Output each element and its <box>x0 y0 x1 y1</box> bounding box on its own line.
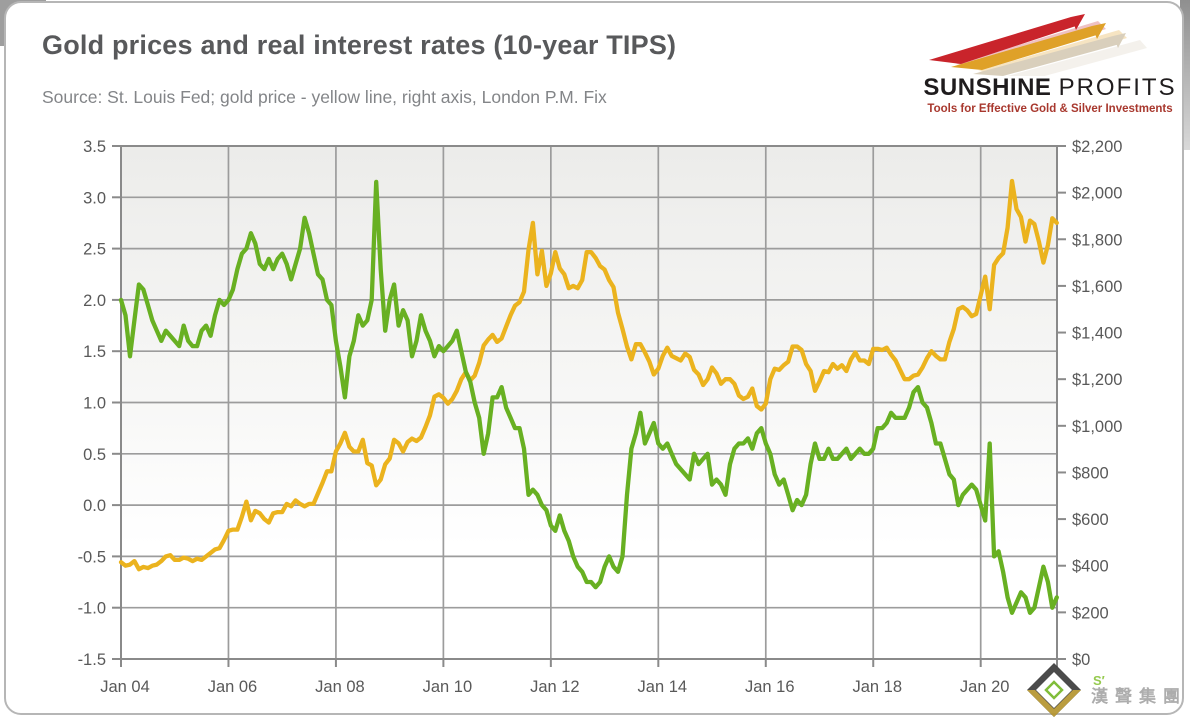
diamond-logo-icon <box>1027 663 1081 717</box>
logo-arrow-pale-tip <box>1113 33 1126 48</box>
logo-word-sunshine: SUNSHINE <box>923 74 1052 101</box>
y-axis-right-tick-label: $2,000 <box>1072 185 1122 203</box>
y-axis-left-tick-label: -0.5 <box>78 548 106 566</box>
y-axis-right-tick-label: $800 <box>1072 464 1109 482</box>
y-axis-left-tick-label: 0.0 <box>83 497 106 515</box>
diamond-gold-rim <box>1027 690 1081 717</box>
logo-arrow-amber <box>951 26 1100 70</box>
y-axis-left-tick-label: -1.0 <box>78 600 106 618</box>
y-axis-left-tick-label: 3.5 <box>83 138 106 156</box>
y-axis-left-tick-label: 1.0 <box>83 395 106 413</box>
x-axis-tick-label: Jan 08 <box>315 678 365 696</box>
source-note: Source: St. Louis Fed; gold price - yell… <box>42 87 607 107</box>
diamond-inner <box>1036 672 1072 708</box>
y-axis-right-tick-label: $1,000 <box>1072 418 1122 436</box>
diamond-center-green <box>1044 680 1064 700</box>
x-axis-tick-label: Jan 16 <box>745 678 795 696</box>
y-axis-right-tick-label: $1,600 <box>1072 278 1122 296</box>
logo-wordmark: SUNSHINE PROFITS <box>922 74 1178 102</box>
real-interest-rate-10y-tips-line <box>118 179 1059 615</box>
y-axis-left-tick-label: 1.5 <box>83 343 106 361</box>
page-background-edge <box>1180 0 1190 150</box>
logo-arrow-pale <box>973 36 1120 76</box>
logo-arrow-red <box>929 17 1079 64</box>
x-axis-tick-label: Jan 04 <box>100 678 150 696</box>
watermark-company-name: 漢聲集團 <box>1091 686 1187 706</box>
x-axis-tick-label: Jan 18 <box>852 678 902 696</box>
logo-arrow-ghost-pale <box>1007 40 1147 76</box>
logo-arrow-red-tip <box>1071 14 1085 30</box>
x-axis-tick-label: Jan 06 <box>208 678 258 696</box>
x-axis-tick-label: Jan 10 <box>423 678 473 696</box>
y-axis-left-tick-label: 3.0 <box>83 189 106 207</box>
logo-tagline: Tools for Effective Gold & Silver Invest… <box>927 103 1173 115</box>
y-axis-left-tick-label: 2.0 <box>83 292 106 310</box>
plot-layer: 3.5 3.0 2.5 2.0 1.5 1.0 0.5 0.0 -0.5 -1.0 -1.5 $2,2… <box>78 138 1123 696</box>
x-axis-tick-label: Jan 14 <box>638 678 688 696</box>
y-axis-left-tick-label: -1.5 <box>78 651 106 669</box>
gold-price-london-pm-fix-line <box>118 178 1059 572</box>
logo-arrows-icon <box>929 14 1147 76</box>
y-axis-right-tick-label: $600 <box>1072 511 1109 529</box>
y-axis-right-tick-label: $1,200 <box>1072 371 1122 389</box>
y-axis-left-tick-label: 0.5 <box>83 446 106 464</box>
y-axis-right-tick-label: $1,400 <box>1072 325 1122 343</box>
y-axis-right-tick-label: $400 <box>1072 558 1109 576</box>
watermark-text-block: S′ 漢聲集團 <box>1091 674 1187 705</box>
x-axis-tick-label: Jan 12 <box>530 678 580 696</box>
y-axis-right-tick-label: $0 <box>1072 651 1090 669</box>
x-axis-tick-label: Jan 20 <box>960 678 1010 696</box>
chart-title: Gold prices and real interest rates (10-… <box>42 30 677 60</box>
y-axis-left-tick-label: 2.5 <box>83 241 106 259</box>
watermark-logo: S′ 漢聲集團 <box>1026 662 1187 718</box>
y-axis-right-tick-label: $2,200 <box>1072 138 1122 156</box>
y-axis-right-tick-label: $200 <box>1072 604 1109 622</box>
logo-arrow-amber-tip <box>1092 23 1106 39</box>
watermark-s-mark: S′ <box>1093 673 1105 689</box>
sunshine-profits-logo: SUNSHINE PROFITS Tools for Effective Gol… <box>922 14 1178 115</box>
logo-word-profits: PROFITS <box>1058 74 1177 101</box>
y-axis-right-tick-label: $1,800 <box>1072 231 1122 249</box>
